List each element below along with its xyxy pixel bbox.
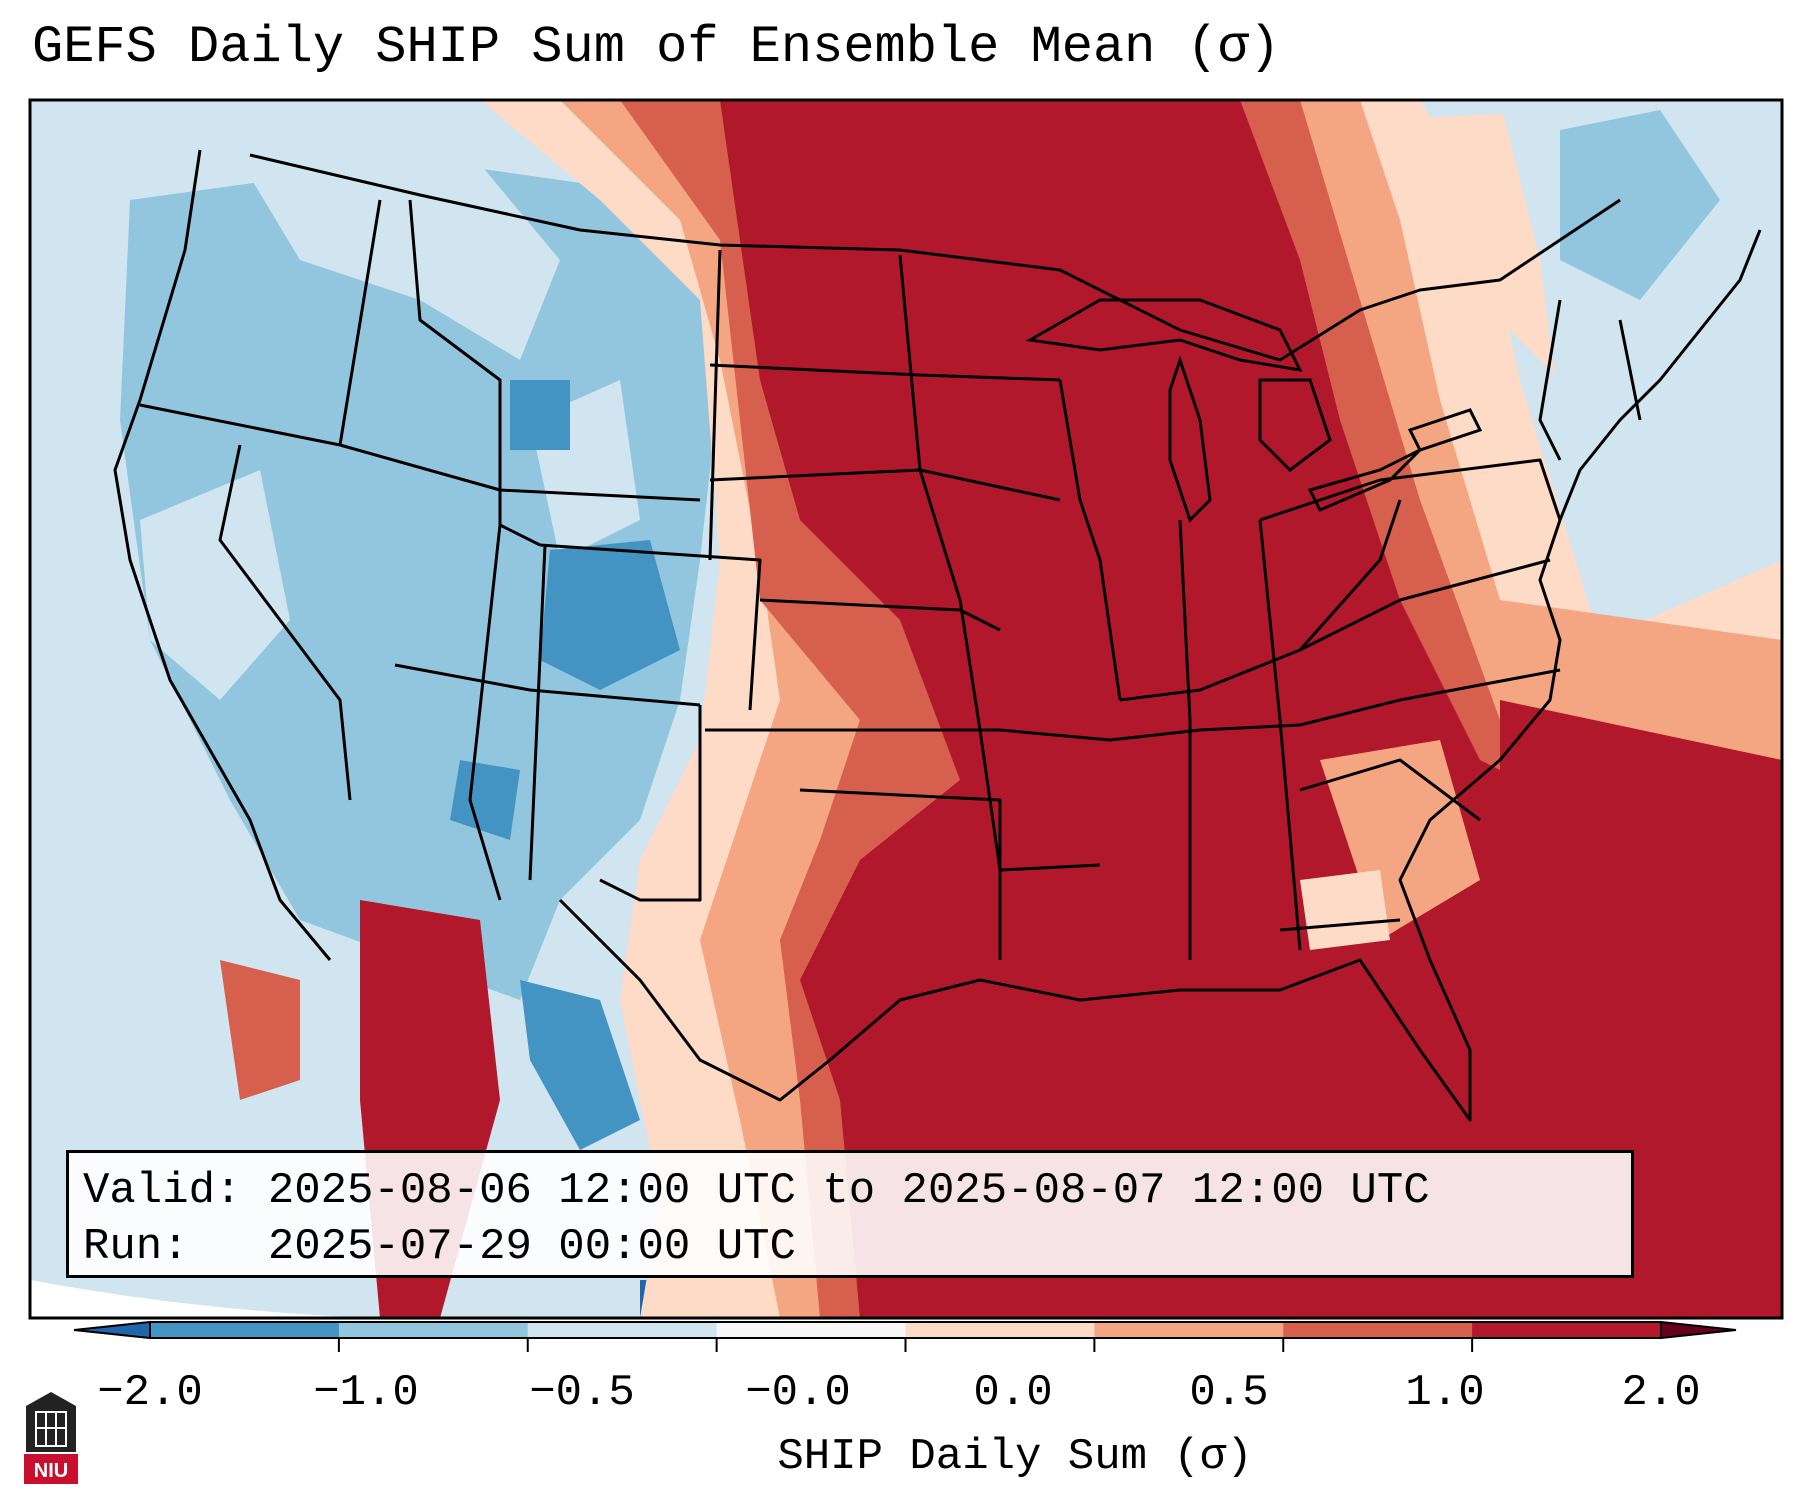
colorbar-tick-label: 2.0 <box>1621 1368 1701 1418</box>
valid-run-info-box: Valid: 2025-08-06 12:00 UTC to 2025-08-0… <box>66 1150 1634 1278</box>
valid-value: 2025-08-06 12:00 UTC to 2025-08-07 12:00… <box>267 1166 1430 1216</box>
colorbar-tick-label: 0.5 <box>1189 1368 1269 1418</box>
colorbar-segment <box>1094 1322 1284 1338</box>
colorbar-segment <box>1283 1322 1473 1338</box>
colorbar-tick-label: −2.0 <box>97 1368 203 1418</box>
colorbar <box>73 1320 1737 1352</box>
colorbar-tick-label: −1.0 <box>313 1368 419 1418</box>
valid-label: Valid: <box>83 1166 242 1216</box>
logo-text: NIU <box>34 1460 68 1482</box>
colorbar-segment <box>1472 1322 1662 1338</box>
colorbar-tick-label: −0.0 <box>745 1368 851 1418</box>
colorbar-segment <box>905 1322 1095 1338</box>
colorbar-segment <box>716 1322 907 1338</box>
colorbar-tick-label: 1.0 <box>1405 1368 1485 1418</box>
colorbar-label: SHIP Daily Sum (σ) <box>777 1432 1253 1482</box>
run-label: Run: <box>83 1222 189 1272</box>
state-boundaries <box>113 149 1762 1122</box>
colorbar-segment <box>527 1322 718 1338</box>
colorbar-segment <box>338 1322 529 1338</box>
colorbar-extend-high <box>1660 1320 1737 1340</box>
field-layer <box>30 100 1782 1318</box>
colorbar-tick-label: 0.0 <box>973 1368 1053 1418</box>
great-lakes <box>1025 298 1483 523</box>
niu-logo: NIU <box>24 1392 78 1484</box>
map-title: GEFS Daily SHIP Sum of Ensemble Mean (σ) <box>32 18 1281 77</box>
run-value: 2025-07-29 00:00 UTC <box>267 1222 796 1272</box>
colorbar-segment <box>150 1322 340 1338</box>
map-frame <box>28 98 1784 1320</box>
colorbar-tick-label: −0.5 <box>529 1368 635 1418</box>
colorbar-extend-low <box>73 1320 151 1340</box>
